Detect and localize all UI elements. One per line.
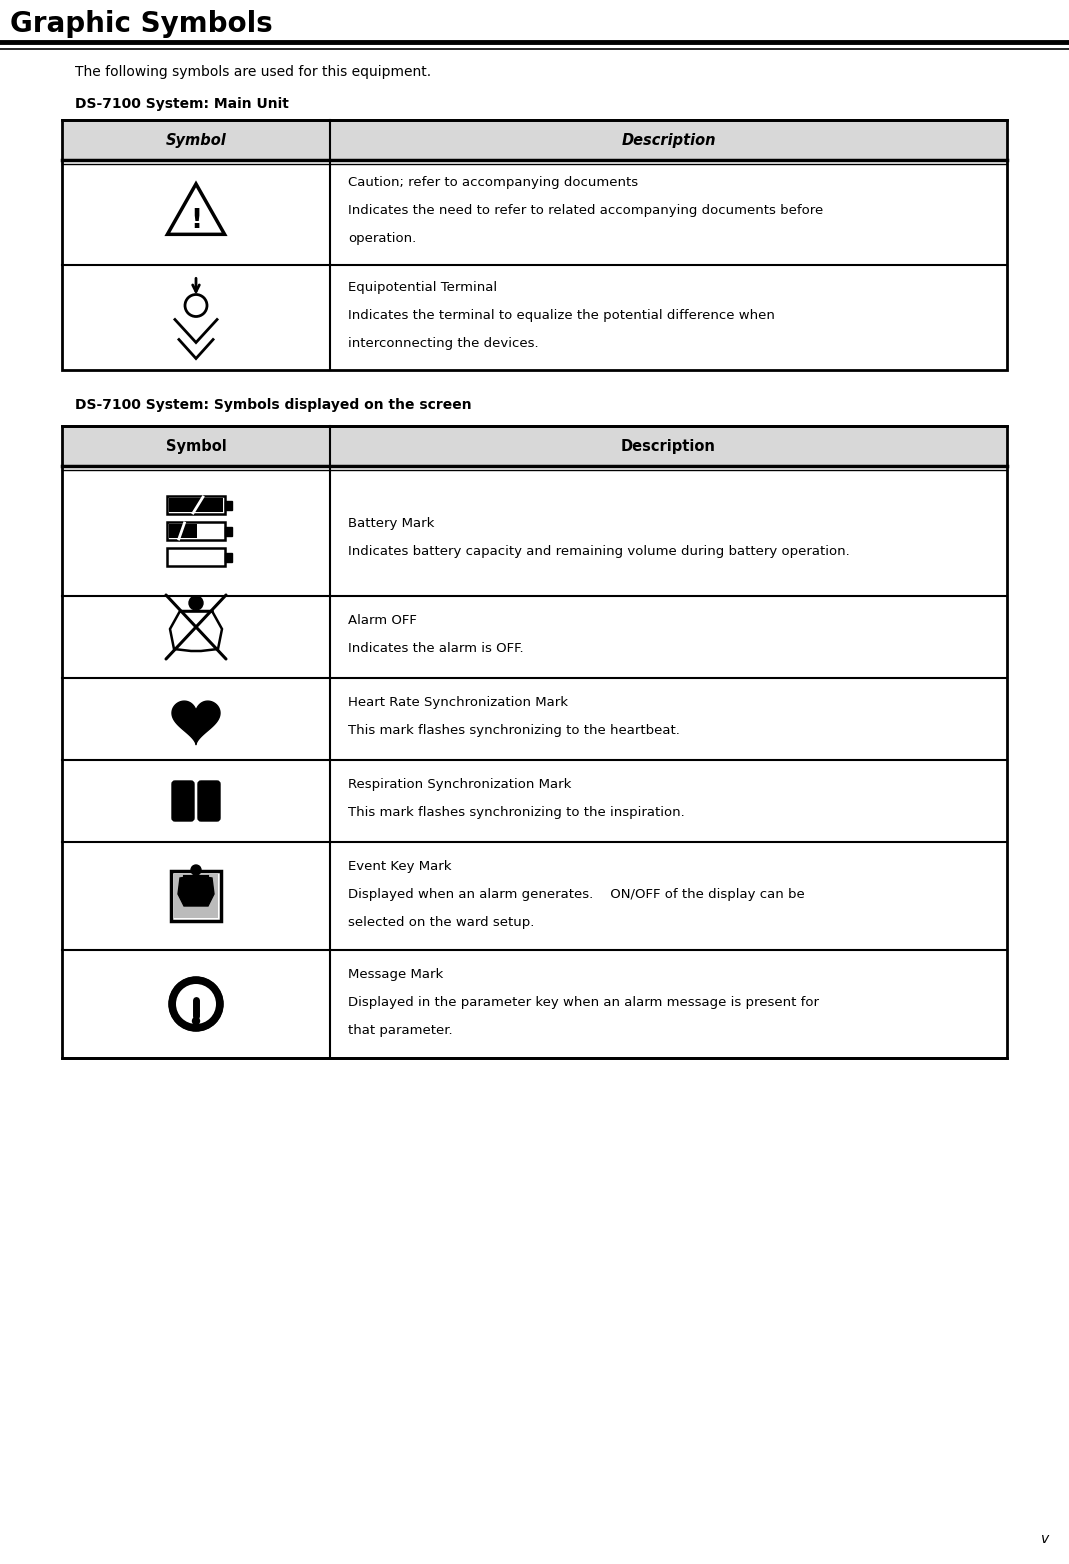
Text: Message Mark: Message Mark [348, 968, 444, 981]
Bar [62, 120, 1007, 160]
Text: !: ! [190, 208, 202, 233]
Text: Heart Rate Synchronization Mark: Heart Rate Synchronization Mark [348, 696, 568, 708]
Circle shape [176, 984, 216, 1024]
Bar [167, 496, 224, 515]
Text: Graphic Symbols: Graphic Symbols [10, 9, 273, 38]
Text: Respiration Synchronization Mark: Respiration Synchronization Mark [348, 777, 571, 791]
Text: Indicates the need to refer to related accompanying documents before: Indicates the need to refer to related a… [348, 203, 823, 217]
Circle shape [191, 865, 201, 874]
Text: Displayed in the parameter key when an alarm message is present for: Displayed in the parameter key when an a… [348, 996, 819, 1009]
Text: The following symbols are used for this equipment.: The following symbols are used for this … [75, 66, 431, 80]
Text: Battery Mark: Battery Mark [348, 518, 434, 530]
Text: selected on the ward setup.: selected on the ward setup. [348, 917, 534, 929]
Text: Description: Description [621, 438, 716, 454]
Bar [167, 547, 224, 566]
Text: Indicates battery capacity and remaining volume during battery operation.: Indicates battery capacity and remaining… [348, 544, 850, 558]
Text: Symbol: Symbol [166, 133, 227, 147]
Polygon shape [172, 701, 220, 744]
Text: Symbol: Symbol [166, 438, 227, 454]
Text: DS-7100 System: Main Unit: DS-7100 System: Main Unit [75, 97, 289, 111]
Text: that parameter.: that parameter. [348, 1024, 452, 1037]
Text: Alarm OFF: Alarm OFF [348, 615, 417, 627]
Text: This mark flashes synchronizing to the heartbeat.: This mark flashes synchronizing to the h… [348, 724, 680, 737]
Text: v: v [1041, 1533, 1049, 1545]
Bar [62, 425, 1007, 466]
Text: interconnecting the devices.: interconnecting the devices. [348, 336, 539, 350]
Text: This mark flashes synchronizing to the inspiration.: This mark flashes synchronizing to the i… [348, 805, 685, 820]
Polygon shape [179, 876, 214, 906]
Text: Description: Description [621, 133, 716, 147]
Bar [224, 500, 232, 510]
Text: Indicates the terminal to equalize the potential difference when: Indicates the terminal to equalize the p… [348, 310, 775, 322]
Text: Equipotential Terminal: Equipotential Terminal [348, 282, 497, 294]
Text: Displayed when an alarm generates.    ON/OFF of the display can be: Displayed when an alarm generates. ON/OF… [348, 888, 805, 901]
Text: DS-7100 System: Symbols displayed on the screen: DS-7100 System: Symbols displayed on the… [75, 397, 471, 411]
Bar [62, 425, 1007, 1057]
Text: Caution; refer to accompanying documents: Caution; refer to accompanying documents [348, 177, 638, 189]
Circle shape [192, 1018, 200, 1024]
Bar [174, 874, 218, 918]
Bar [169, 497, 223, 511]
Circle shape [189, 596, 203, 610]
Circle shape [170, 978, 222, 1031]
Bar [224, 552, 232, 561]
FancyBboxPatch shape [172, 780, 193, 821]
Bar [171, 871, 221, 921]
Text: operation.: operation. [348, 231, 416, 246]
Bar [167, 522, 224, 540]
Text: Event Key Mark: Event Key Mark [348, 860, 451, 873]
Bar [169, 524, 197, 538]
Text: Indicates the alarm is OFF.: Indicates the alarm is OFF. [348, 641, 524, 655]
Bar [224, 527, 232, 535]
Bar [62, 120, 1007, 371]
FancyBboxPatch shape [198, 780, 220, 821]
